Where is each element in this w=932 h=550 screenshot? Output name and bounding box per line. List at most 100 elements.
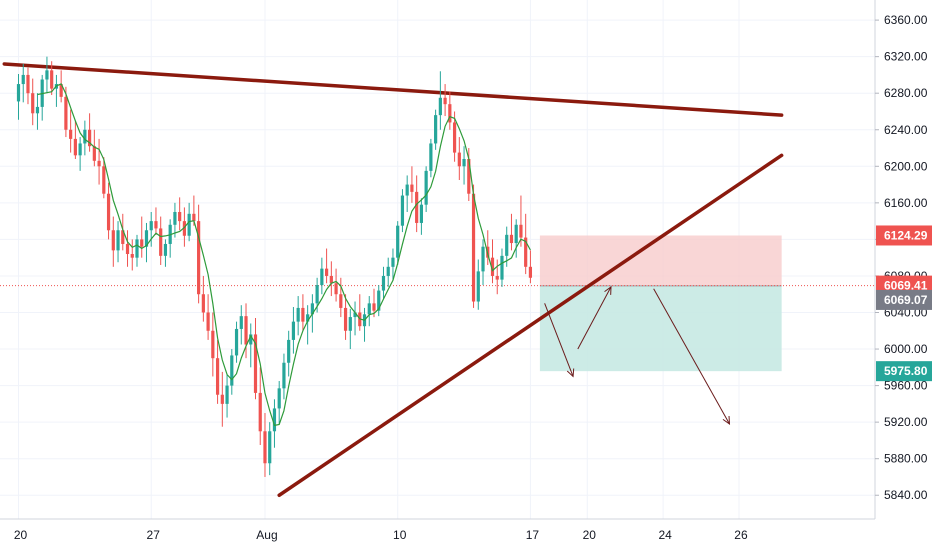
candle[interactable]: [362, 307, 367, 342]
candle[interactable]: [301, 294, 305, 331]
candle[interactable]: [367, 296, 371, 327]
candle[interactable]: [125, 230, 130, 267]
candle[interactable]: [528, 250, 533, 284]
candle[interactable]: [343, 294, 348, 340]
price-axis[interactable]: 5840.005880.005920.005960.006000.006040.…: [875, 13, 928, 502]
candle[interactable]: [211, 312, 215, 377]
candle[interactable]: [220, 371, 224, 427]
candle[interactable]: [258, 367, 262, 445]
candle[interactable]: [21, 63, 25, 103]
candle[interactable]: [253, 317, 258, 400]
candle[interactable]: [476, 259, 480, 310]
candle[interactable]: [429, 138, 433, 178]
candle[interactable]: [348, 308, 352, 350]
candle[interactable]: [320, 257, 324, 295]
candle[interactable]: [443, 84, 447, 117]
candle[interactable]: [59, 70, 63, 103]
candle[interactable]: [263, 413, 267, 477]
candle[interactable]: [230, 349, 234, 395]
candle[interactable]: [329, 261, 333, 297]
candle[interactable]: [291, 307, 296, 354]
candle[interactable]: [381, 266, 386, 299]
candle[interactable]: [509, 213, 514, 251]
candle[interactable]: [306, 305, 310, 345]
candle[interactable]: [173, 202, 177, 238]
candle[interactable]: [78, 137, 82, 171]
candle[interactable]: [40, 74, 44, 121]
candle[interactable]: [144, 222, 149, 263]
candle[interactable]: [391, 248, 395, 281]
candle[interactable]: [121, 213, 125, 251]
candle[interactable]: [197, 204, 201, 304]
candle[interactable]: [116, 221, 120, 263]
candle[interactable]: [334, 268, 338, 302]
candle[interactable]: [54, 74, 59, 107]
candle[interactable]: [35, 93, 40, 130]
candle[interactable]: [16, 74, 21, 120]
candle[interactable]: [244, 303, 248, 359]
candle[interactable]: [225, 374, 229, 418]
projection-arrow[interactable]: [577, 285, 612, 350]
candle[interactable]: [296, 296, 300, 336]
candle[interactable]: [490, 239, 495, 284]
candle[interactable]: [92, 129, 96, 167]
candle[interactable]: [495, 259, 499, 295]
candle[interactable]: [457, 137, 461, 181]
candle[interactable]: [400, 189, 405, 233]
candle[interactable]: [178, 197, 182, 231]
candle[interactable]: [471, 184, 476, 308]
candle[interactable]: [438, 71, 442, 130]
candle[interactable]: [26, 67, 30, 105]
candle[interactable]: [249, 323, 253, 368]
candle[interactable]: [325, 248, 329, 284]
candle[interactable]: [206, 294, 210, 340]
candle[interactable]: [201, 275, 205, 322]
candle[interactable]: [419, 198, 423, 235]
candle[interactable]: [519, 195, 523, 247]
candle[interactable]: [234, 321, 239, 363]
candle[interactable]: [140, 216, 144, 258]
candle[interactable]: [73, 120, 77, 159]
trendline[interactable]: [277, 153, 784, 497]
candle[interactable]: [514, 219, 518, 258]
time-axis[interactable]: 20 27 Aug 10 17 20 24 26: [14, 528, 748, 542]
candle[interactable]: [386, 257, 390, 287]
candle[interactable]: [524, 213, 528, 275]
candle[interactable]: [282, 353, 286, 400]
candle[interactable]: [448, 91, 452, 130]
candle[interactable]: [396, 221, 400, 265]
candle[interactable]: [168, 219, 172, 258]
candle[interactable]: [111, 216, 115, 267]
candle[interactable]: [372, 288, 376, 318]
take-profit-zone[interactable]: [539, 285, 782, 372]
candle[interactable]: [102, 157, 106, 199]
candle[interactable]: [481, 239, 485, 286]
candle[interactable]: [500, 248, 504, 287]
candle[interactable]: [287, 330, 291, 377]
candle[interactable]: [462, 146, 466, 185]
candle[interactable]: [377, 285, 381, 317]
candle[interactable]: [163, 239, 168, 267]
candle[interactable]: [452, 111, 457, 162]
candle[interactable]: [339, 277, 343, 318]
candle[interactable]: [424, 166, 428, 212]
projection-arrow[interactable]: [544, 303, 575, 378]
trendline[interactable]: [2, 62, 784, 117]
candle[interactable]: [31, 78, 35, 126]
candle[interactable]: [130, 239, 134, 271]
candle[interactable]: [239, 305, 243, 345]
candle[interactable]: [159, 216, 163, 265]
candles[interactable]: [16, 56, 533, 477]
candle[interactable]: [69, 109, 73, 153]
candle[interactable]: [97, 138, 101, 185]
projection-arrow[interactable]: [653, 288, 731, 425]
candle[interactable]: [88, 113, 92, 152]
candle[interactable]: [45, 56, 49, 94]
candle[interactable]: [277, 381, 281, 424]
candle[interactable]: [410, 166, 414, 203]
candle[interactable]: [434, 109, 438, 150]
candle[interactable]: [149, 211, 153, 247]
candle[interactable]: [353, 301, 357, 336]
candle[interactable]: [215, 339, 220, 404]
